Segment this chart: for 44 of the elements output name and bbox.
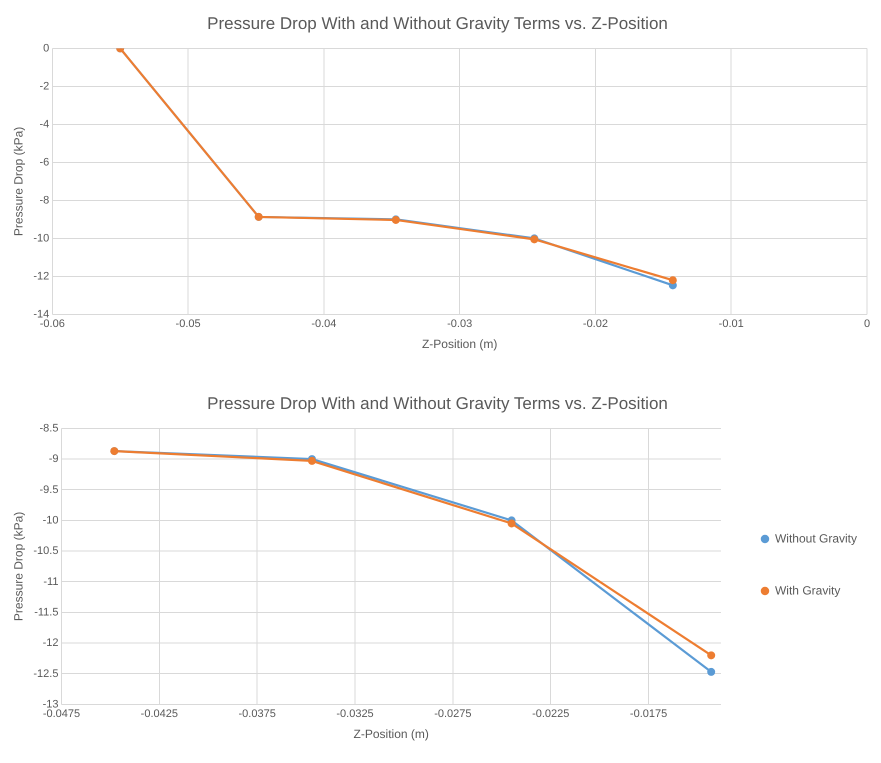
point [508,519,516,528]
y-tick-label: -4 [40,118,50,130]
point [707,668,716,676]
y-tick-label: -9.5 [40,484,58,496]
y-tick-label: -10 [42,514,58,526]
y-tick-label: -14 [33,308,50,320]
y-tick-label: 0 [43,42,50,54]
y-tick-label: -6 [40,156,50,168]
y-tick-label: -2 [40,80,50,92]
x-tick-label: -0.0175 [630,708,668,720]
y-tick-label: -8 [40,194,50,206]
x-tick-label: -0.02 [582,318,608,330]
x-tick-label: 0 [864,318,870,330]
y-tick-label: -10.5 [33,545,58,558]
y-axis-title: Pressure Drop (kPa) [12,512,26,622]
y-tick-label: -8.5 [40,422,58,434]
x-tick-label: -0.01 [718,318,744,330]
y-tick-label: -11.5 [34,606,58,618]
chart-title: Pressure Drop With and Without Gravity Terms vs. Z-Position [207,394,668,413]
y-tick-label: -13 [42,698,58,710]
x-tick-label: -0.0275 [434,708,472,720]
x-tick-label: -0.0225 [532,708,570,720]
x-tick-label: -0.0425 [140,708,178,720]
x-tick-label: -0.0375 [238,708,276,720]
x-tick-label: -0.04 [311,318,336,330]
y-axis-title: Pressure Drop (kPa) [12,126,26,236]
y-tick-label: -12.5 [33,668,58,680]
x-tick-label: -0.05 [176,318,201,330]
legend-label: Without Gravity [774,531,858,546]
y-tick-label: -11 [43,576,58,588]
y-tick-label: -9 [48,453,58,466]
point [668,276,677,284]
y-tick-label: -10 [33,232,50,244]
x-tick-label: -0.06 [40,318,65,330]
legend-label: With Gravity [774,583,840,598]
x-tick-label: -0.0475 [42,708,80,720]
x-tick-label: -0.03 [447,318,472,330]
x-axis-title: Z-Position (m) [354,727,429,742]
chart-title: Pressure Drop With and Without Gravity Terms vs. Z-Position [207,14,668,33]
x-tick-label: -0.0325 [336,708,374,720]
point [707,651,716,660]
x-axis-title: Z-Position (m) [422,337,498,352]
y-tick-label: -12 [42,637,58,650]
y-tick-label: -12 [33,270,50,282]
